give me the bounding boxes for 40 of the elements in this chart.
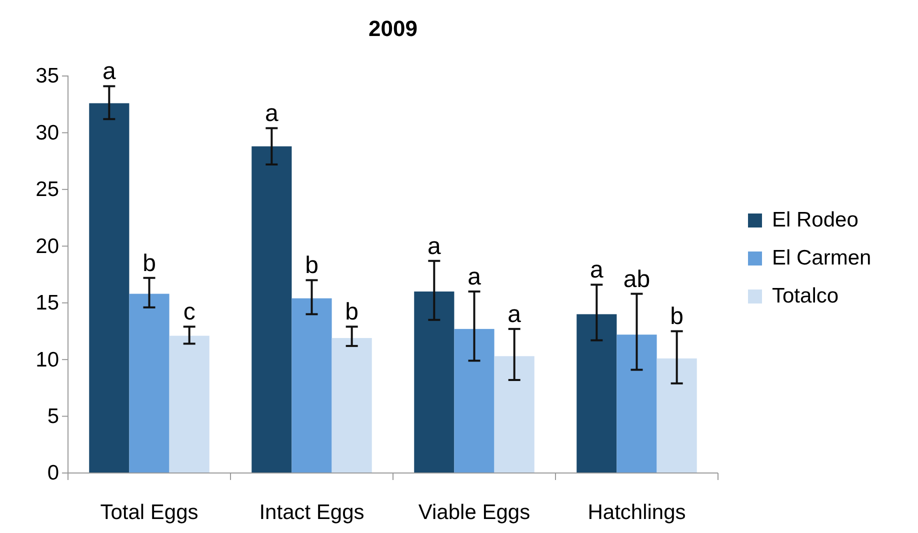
data-label: a: [468, 264, 482, 291]
y-tick-label: 30: [36, 121, 59, 144]
y-tick-label: 5: [47, 405, 59, 428]
data-label: a: [264, 100, 279, 128]
x-tick-label: Total Eggs: [100, 501, 198, 524]
data-label: a: [508, 300, 522, 328]
legend-label: Totalco: [772, 284, 839, 308]
y-tick-label: 0: [47, 462, 59, 485]
bar: [576, 314, 617, 473]
data-label: a: [590, 256, 604, 284]
x-tick-label: Viable Eggs: [418, 501, 530, 524]
data-label: a: [427, 232, 442, 260]
x-tick-label: Hatchlings: [588, 501, 686, 524]
data-label: b: [345, 298, 359, 326]
data-label: c: [183, 298, 196, 326]
y-tick-label: 20: [36, 234, 59, 258]
legend-label: El Rodeo: [772, 208, 858, 232]
y-tick-label: 15: [36, 292, 59, 315]
data-label: b: [305, 252, 318, 280]
bar: [129, 294, 170, 473]
bar: [494, 356, 534, 473]
bar: [89, 103, 130, 473]
bar: [332, 338, 372, 473]
bar: [616, 334, 657, 473]
x-tick-label: Intact Eggs: [259, 501, 364, 524]
chart-title: 2009: [368, 16, 418, 41]
y-tick-label: 10: [36, 348, 59, 372]
bar: [252, 146, 292, 473]
bar: [656, 358, 697, 473]
bar: [292, 298, 332, 473]
data-label: a: [102, 58, 116, 86]
y-tick-label: 25: [36, 178, 59, 202]
bar: [454, 328, 494, 473]
bar: [169, 336, 210, 473]
legend-label: El Carmen: [772, 246, 872, 270]
data-label: b: [670, 303, 684, 330]
data-label: ab: [623, 266, 650, 293]
bar: [414, 292, 454, 473]
data-label: b: [142, 250, 156, 277]
y-tick-label: 35: [36, 64, 59, 88]
